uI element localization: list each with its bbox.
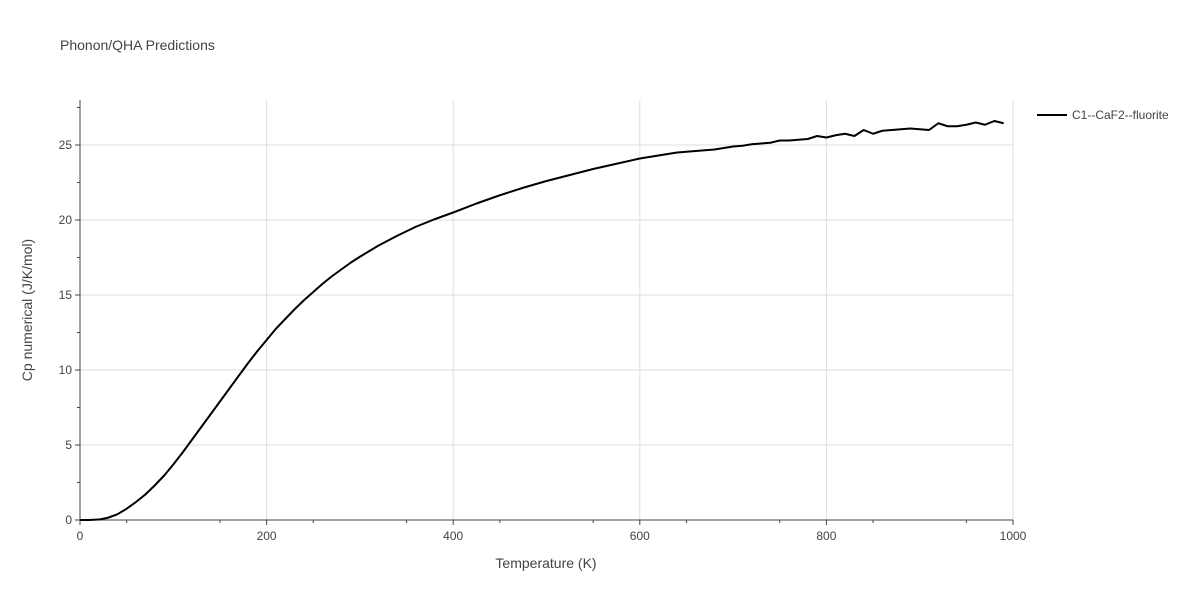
x-gridlines (266, 100, 1014, 520)
y-tick-label: 0 (65, 513, 72, 527)
y-tick-label: 5 (65, 438, 72, 452)
y-tick-label: 15 (59, 288, 73, 302)
y-tick-labels: 0 5 10 15 20 25 (59, 138, 73, 527)
x-tick-label: 200 (257, 529, 277, 543)
y-gridlines (80, 144, 1013, 446)
y-tick-label: 10 (59, 363, 73, 377)
axes (75, 100, 1014, 525)
series-line (80, 120, 1004, 521)
x-tick-label: 800 (816, 529, 836, 543)
x-axis-title: Temperature (K) (495, 555, 596, 571)
legend[interactable]: C1--CaF2--fluorite (1037, 108, 1169, 122)
legend-label: C1--CaF2--fluorite (1072, 108, 1169, 122)
y-axis-title: Cp numerical (J/K/mol) (19, 239, 35, 381)
y-tick-label: 20 (59, 213, 73, 227)
x-tick-labels: 0 200 400 600 800 1000 (77, 529, 1027, 543)
x-tick-label: 400 (443, 529, 463, 543)
x-tick-label: 600 (630, 529, 650, 543)
x-tick-label: 1000 (1000, 529, 1027, 543)
y-tick-label: 25 (59, 138, 73, 152)
plot-area (80, 120, 1004, 521)
chart-title: Phonon/QHA Predictions (60, 37, 215, 53)
x-tick-label: 0 (77, 529, 84, 543)
